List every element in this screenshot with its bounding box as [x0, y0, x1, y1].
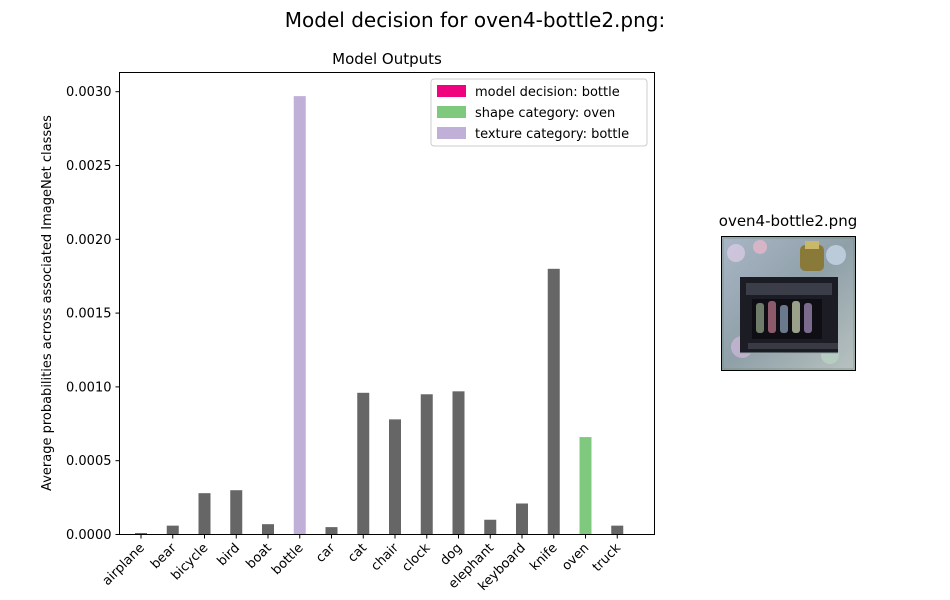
legend-swatch: [437, 85, 466, 97]
bar-boat: [262, 524, 274, 535]
bar-keyboard: [516, 503, 528, 535]
bar-dog: [452, 391, 465, 535]
stimulus-image: [721, 236, 856, 371]
y-tick-label: 0.0030: [66, 85, 112, 100]
y-axis: 0.0000 0.0005 0.0010 0.0015 0.0020 0.0025 0.00…: [66, 85, 120, 543]
bar-chair: [389, 419, 401, 535]
x-tick-label-bird: bird: [215, 541, 243, 569]
bar-knife: [547, 268, 560, 535]
legend: model decision: bottle shape category: ov…: [430, 78, 648, 147]
legend-label: model decision: bottle: [475, 85, 620, 100]
image-title: oven4-bottle2.png: [718, 212, 858, 230]
x-tick-label-truck: truck: [590, 540, 625, 575]
figure-title: Model decision for oven4-bottle2.png:: [284, 8, 666, 32]
legend-swatch: [437, 127, 466, 139]
legend-label: texture category: bottle: [475, 127, 629, 142]
legend-box: [430, 78, 648, 147]
bar-bicycle: [198, 493, 211, 535]
bar-bottle: [293, 96, 306, 535]
x-tick-label-dog: dog: [437, 541, 465, 569]
bar-airplane: [135, 533, 147, 535]
bar-clock: [420, 394, 433, 535]
x-tick-label-knife: knife: [527, 541, 560, 574]
plot-frame: [119, 72, 655, 535]
x-tick-label-chair: chair: [368, 540, 402, 574]
bar-oven: [579, 437, 592, 535]
bar-bird: [230, 490, 243, 535]
bar-truck: [611, 525, 624, 535]
bar-elephant: [484, 519, 497, 535]
y-tick-label: 0.0025: [66, 159, 112, 174]
bars-group: [135, 96, 624, 535]
x-tick-label-cat: cat: [345, 541, 370, 566]
x-tick-label-car: car: [313, 540, 339, 566]
bar-cat: [357, 392, 370, 535]
x-tick-label-clock: clock: [399, 540, 434, 575]
y-tick-label: 0.0015: [66, 307, 112, 322]
x-tick-label-airplane: airplane: [100, 541, 148, 589]
legend-label: shape category: oven: [475, 106, 615, 121]
legend-swatch: [437, 106, 466, 118]
y-tick-label: 0.0000: [66, 528, 112, 543]
bar-car: [325, 527, 338, 535]
y-tick-label: 0.0005: [66, 454, 112, 469]
x-tick-label-bottle: bottle: [269, 541, 306, 578]
x-tick-label-oven: oven: [559, 541, 592, 574]
y-axis-label: Average probabilities across associated …: [40, 115, 55, 491]
y-tick-label: 0.0020: [66, 233, 112, 248]
bar-bear: [166, 525, 179, 535]
chart-title: Model Outputs: [332, 50, 442, 68]
y-tick-label: 0.0010: [66, 380, 112, 395]
